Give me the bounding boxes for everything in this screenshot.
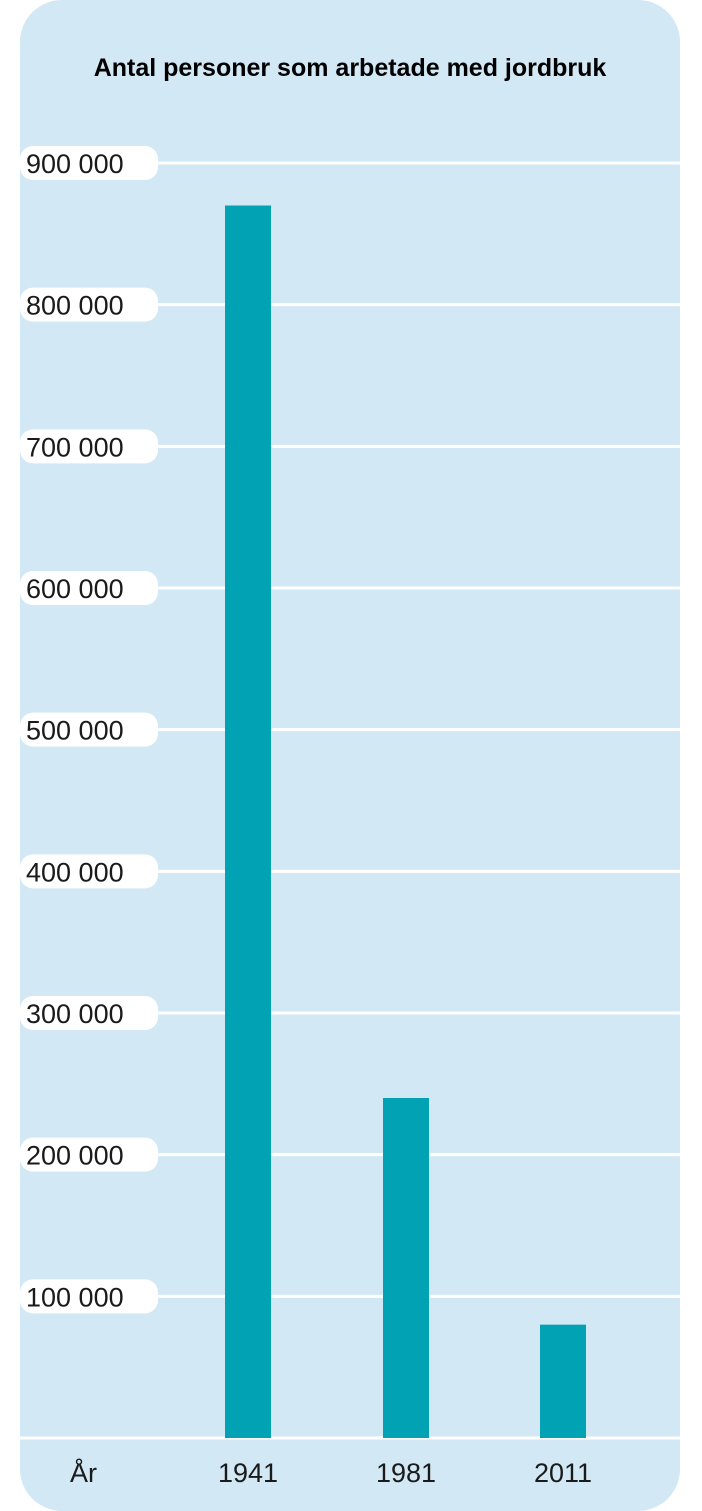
x-tick-label-1981: 1981: [376, 1458, 436, 1488]
bar-1981: [383, 1098, 429, 1438]
bar-1941: [225, 205, 271, 1438]
bar-2011: [540, 1324, 586, 1438]
chart-title: Antal personer som arbetade med jordbruk: [94, 54, 607, 82]
x-axis-title: År: [70, 1457, 97, 1488]
tick-label-background: [20, 571, 158, 605]
y-tick-label: 600 000: [26, 574, 124, 604]
y-tick-label: 100 000: [26, 1282, 124, 1312]
tick-label-background: [20, 712, 158, 747]
tick-label-background: [20, 429, 158, 464]
tick-label-background: [20, 996, 158, 1030]
x-tick-label-1941: 1941: [218, 1458, 278, 1488]
tick-label-background: [20, 1137, 158, 1172]
bars: [225, 205, 586, 1438]
x-axis-labels: År 1941 1981 2011: [70, 1457, 592, 1488]
y-tick-label: 500 000: [26, 716, 124, 746]
y-tick-label: 300 000: [26, 999, 124, 1029]
y-tick-label: 900 000: [26, 149, 124, 179]
y-tick-label: 400 000: [26, 857, 124, 887]
y-tick-label: 200 000: [26, 1141, 124, 1171]
tick-label-background: [20, 1279, 158, 1314]
y-tick-label: 700 000: [26, 432, 124, 462]
tick-label-background: [20, 146, 158, 180]
y-axis-ticks: 100 000 200 000 300 000 400 000 500 000 600 0…: [20, 146, 158, 1314]
x-tick-label-2011: 2011: [534, 1458, 592, 1488]
tick-label-background: [20, 854, 158, 889]
y-tick-label: 800 000: [26, 291, 124, 321]
tick-label-background: [20, 287, 158, 322]
chart-panel-background: [20, 0, 680, 1511]
